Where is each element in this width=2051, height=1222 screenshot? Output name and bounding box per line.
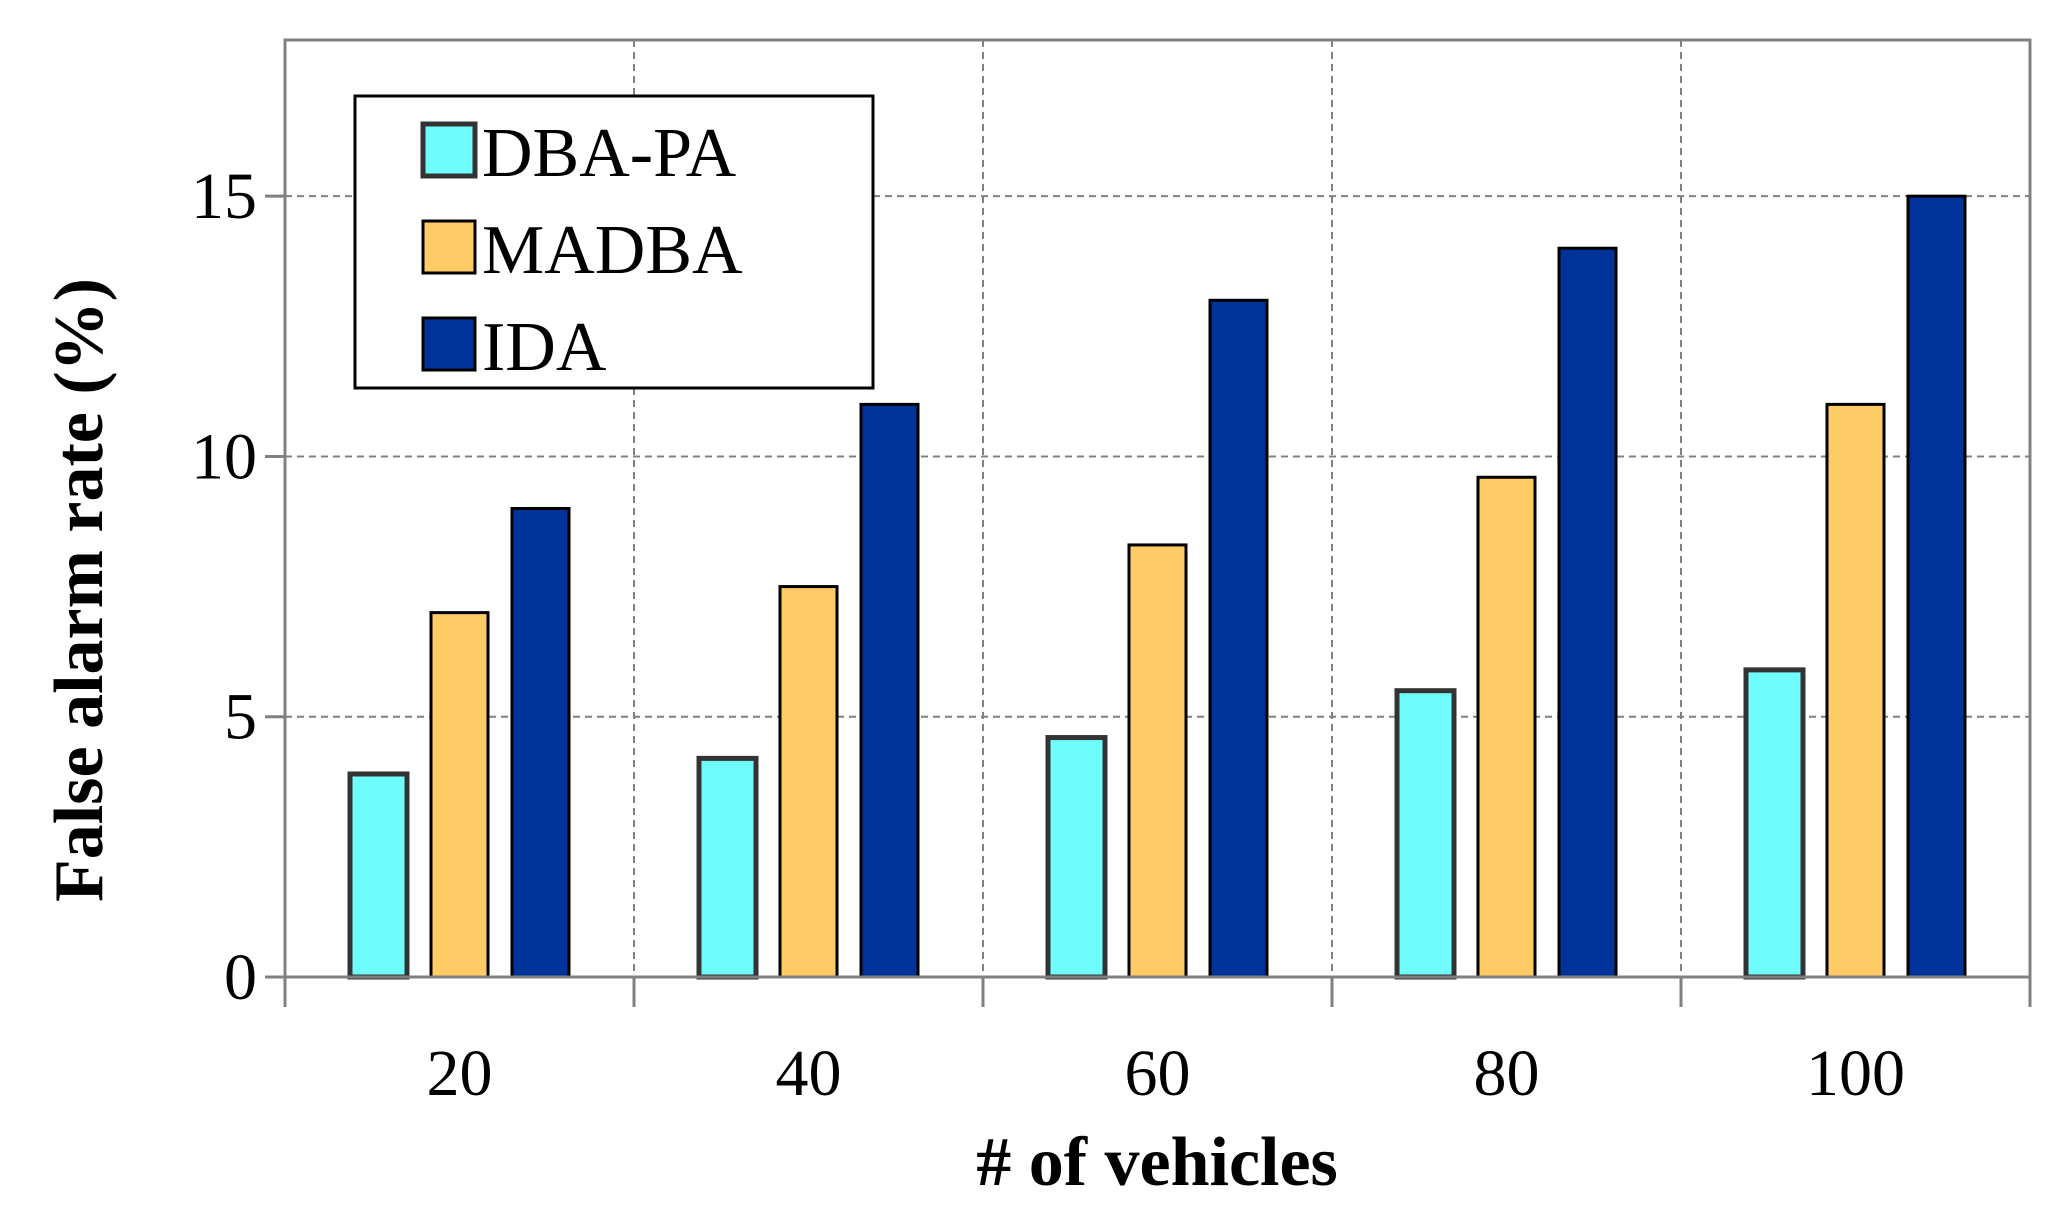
bar-dba-pa-40 — [696, 755, 759, 980]
bar-madba-80 — [1476, 475, 1537, 979]
legend-label-dba-pa: DBA-PA — [482, 115, 737, 192]
bars — [347, 194, 1967, 980]
x-axis-label: # of vehicles — [976, 1124, 1338, 1201]
y-tick-label: 5 — [224, 681, 257, 754]
bar-madba-100 — [1825, 402, 1886, 979]
bar-madba-40 — [778, 585, 839, 979]
bar-ida-60 — [1208, 298, 1269, 979]
y-tick-label: 10 — [191, 420, 257, 493]
legend-swatch-ida — [421, 316, 477, 372]
y-tick-label: 15 — [191, 160, 257, 233]
bar-ida-100 — [1906, 194, 1967, 979]
bar-dba-pa-20 — [347, 771, 410, 980]
bar-ida-20 — [510, 507, 571, 979]
legend-swatch-dba-pa — [420, 121, 478, 179]
bar-dba-pa-100 — [1743, 667, 1806, 980]
bar-dba-pa-60 — [1045, 735, 1108, 980]
bar-madba-20 — [429, 611, 490, 979]
bar-ida-80 — [1557, 246, 1618, 979]
y-tick-label: 0 — [224, 941, 257, 1014]
x-tick-label: 100 — [1806, 1037, 1905, 1110]
bar-ida-40 — [859, 402, 920, 979]
x-tick-label: 80 — [1474, 1037, 1540, 1110]
x-tick-label: 20 — [427, 1037, 493, 1110]
axes: 0 5 10 15 20 40 60 80 100 — [191, 160, 2032, 1110]
x-tick-label: 40 — [776, 1037, 842, 1110]
x-tick-label: 60 — [1125, 1037, 1191, 1110]
bar-dba-pa-80 — [1394, 688, 1457, 980]
legend: DBA-PA MADBA IDA — [353, 94, 875, 390]
legend-swatch-madba — [421, 219, 477, 275]
legend-label-madba: MADBA — [482, 212, 743, 289]
y-axis-label: False alarm rate (%) — [41, 278, 118, 902]
bar-madba-60 — [1127, 543, 1188, 979]
legend-label-ida: IDA — [482, 309, 607, 386]
